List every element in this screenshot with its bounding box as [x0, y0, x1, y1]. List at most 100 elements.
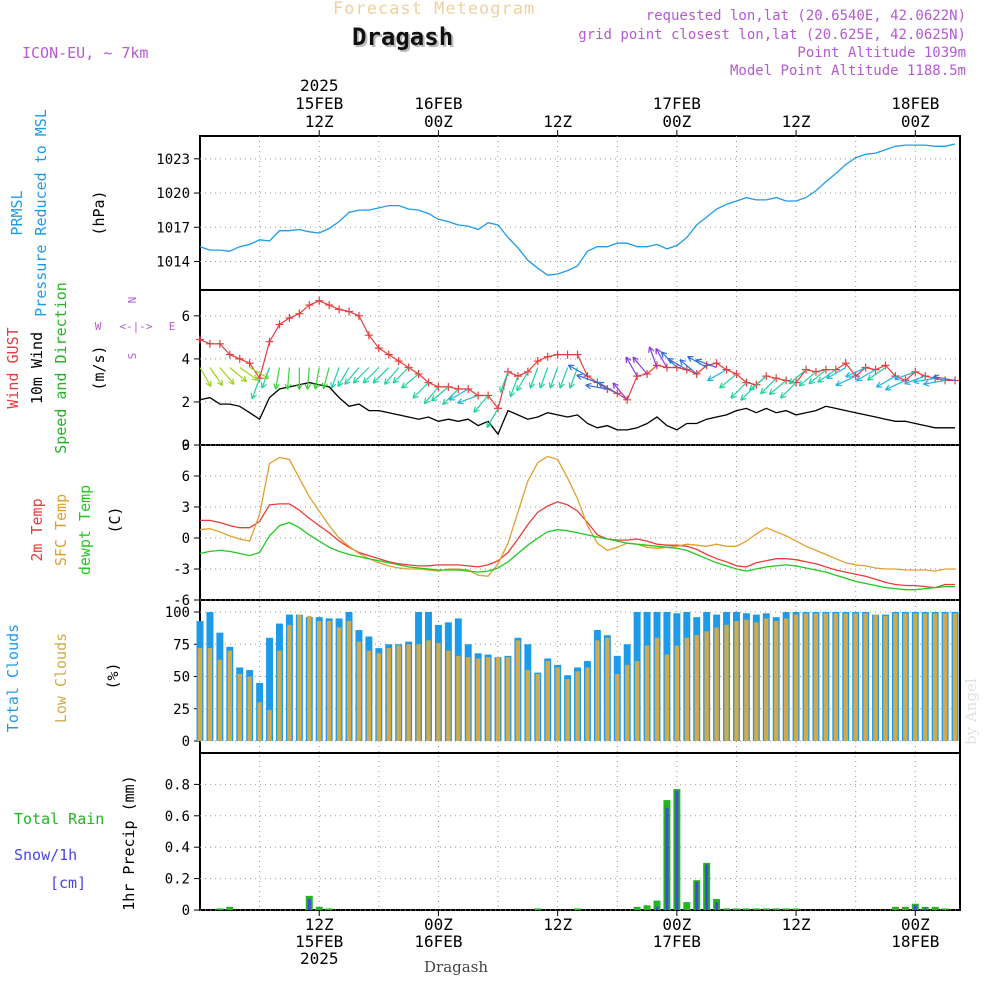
wind-gust-marker: [394, 357, 403, 366]
location-title: Dragash: [352, 23, 454, 51]
wind-direction-arrowhead: [352, 377, 360, 384]
wind-direction-arrowhead: [760, 387, 767, 395]
snow-bar: [913, 905, 917, 910]
top-time-label: 18FEB: [891, 94, 939, 113]
temperature-y-tick-label: 0: [182, 531, 190, 547]
wind-direction-arrow: [625, 356, 638, 377]
wind-direction-arrow: [612, 382, 628, 401]
rain-bar: [534, 908, 542, 910]
wind-direction-arrowhead: [448, 394, 456, 401]
top-time-label: 00Z: [424, 112, 453, 131]
low-cloud-bar: [664, 654, 670, 741]
wind-direction-arrow: [568, 364, 588, 377]
total-cloud-bar: [266, 637, 274, 741]
wind-gust-marker: [305, 301, 314, 310]
wind-direction-arrowhead: [296, 383, 303, 390]
bottom-time-label: 12Z: [305, 915, 334, 934]
wind-direction-arrow: [344, 367, 360, 385]
wind-gust-marker: [424, 378, 433, 387]
wind-gust-marker: [335, 305, 344, 314]
low-cloud-bar: [485, 657, 491, 741]
wind-direction-arrowhead: [457, 398, 464, 405]
wind-direction-arrow: [808, 369, 827, 385]
low-cloud-bar: [287, 624, 292, 741]
low-cloud-bar: [764, 618, 769, 741]
wind-direction-arrowhead: [313, 383, 320, 390]
temperature-y-tick-label: -3: [173, 562, 190, 578]
wind-frame: [199, 289, 961, 446]
requested-coords: requested lon,lat (20.6540E, 42.0622N): [645, 8, 966, 24]
low-cloud-bar: [227, 650, 232, 741]
wind-direction-arrowhead: [808, 378, 816, 385]
low-cloud-bar: [813, 613, 819, 741]
low-cloud-bar: [783, 618, 789, 741]
rain-bar: [931, 906, 939, 910]
dewpoint-line: [199, 521, 955, 591]
wind-direction-arrowhead: [344, 378, 351, 385]
snow-legend-label: Snow/1h: [14, 846, 77, 864]
low-cloud-bar: [565, 679, 570, 741]
temperature-axis-title: 2m Temp: [28, 498, 46, 561]
low-cloud-bar: [317, 621, 322, 741]
pressure-y-tick-label: 1020: [156, 186, 190, 202]
temperature-axis-title: dewpt Temp: [76, 485, 94, 575]
bottom-time-label: 17FEB: [653, 932, 701, 951]
rain-bar: [315, 906, 323, 910]
low-cloud-bar: [595, 640, 600, 741]
footer-location: Dragash: [424, 958, 489, 976]
low-cloud-bar: [932, 613, 938, 741]
wind-direction-arrow: [749, 375, 767, 391]
rain-bar: [941, 908, 949, 910]
point-altitude: Point Altitude 1039m: [797, 45, 966, 61]
top-time-label: 00Z: [662, 112, 691, 131]
snow-bar: [675, 790, 679, 910]
wind-gust-marker: [672, 363, 681, 372]
snow-bar: [655, 906, 659, 910]
low-cloud-bar: [525, 670, 531, 741]
top-time-label: 17FEB: [653, 94, 701, 113]
wind-gust-marker: [315, 296, 324, 305]
wind-direction-arrowhead: [585, 382, 592, 390]
low-cloud-bar: [843, 613, 848, 741]
low-cloud-bar: [942, 613, 948, 741]
low-cloud-bar: [744, 619, 749, 741]
wind-direction-arrow: [486, 408, 499, 428]
low-cloud-bar: [277, 650, 282, 741]
temperature-axis-title: SFC Temp: [52, 494, 70, 566]
wind-direction-arrow: [845, 366, 866, 378]
clouds-y-tick-label: 100: [165, 605, 190, 621]
rain-bar: [742, 908, 750, 910]
low-cloud-bar: [883, 615, 888, 741]
low-cloud-bar: [803, 613, 809, 741]
rain-legend-label: Total Rain: [14, 810, 104, 828]
wind-gust-marker: [384, 350, 393, 359]
low-cloud-bar: [426, 640, 431, 741]
wind-gust-marker: [345, 307, 354, 316]
wind-direction-arrowhead: [548, 382, 555, 389]
wind-direction-arrowhead: [509, 390, 516, 398]
low-cloud-bar: [793, 614, 799, 741]
low-cloud-bar: [634, 661, 640, 741]
wind-gust-marker: [871, 365, 880, 374]
wind-direction-arrow: [209, 367, 224, 386]
wind-direction-arrow: [885, 379, 906, 391]
rain-bar: [792, 908, 800, 910]
temp-sfc-line: [199, 455, 955, 577]
wind-gust-marker: [275, 320, 284, 329]
wind-direction-arrowhead: [625, 356, 632, 364]
wind-direction-arrowhead: [648, 346, 655, 353]
wind-direction-arrow: [372, 367, 390, 384]
wind-direction-arrow: [876, 375, 896, 388]
bottom-time-label: 18FEB: [891, 932, 939, 951]
wind-direction-arrowhead: [330, 382, 337, 389]
rain-bar: [891, 906, 899, 910]
wind-direction-arrowhead: [679, 359, 686, 366]
low-cloud-bar: [774, 621, 779, 741]
low-cloud-bar: [346, 621, 352, 741]
low-cloud-bar: [505, 657, 511, 741]
wind-direction-arrowhead: [632, 356, 639, 364]
precip-axis-title: 1hr Precip (mm): [120, 775, 138, 910]
wind-gust-marker: [513, 372, 522, 381]
wind-direction-arrowhead: [597, 381, 605, 388]
